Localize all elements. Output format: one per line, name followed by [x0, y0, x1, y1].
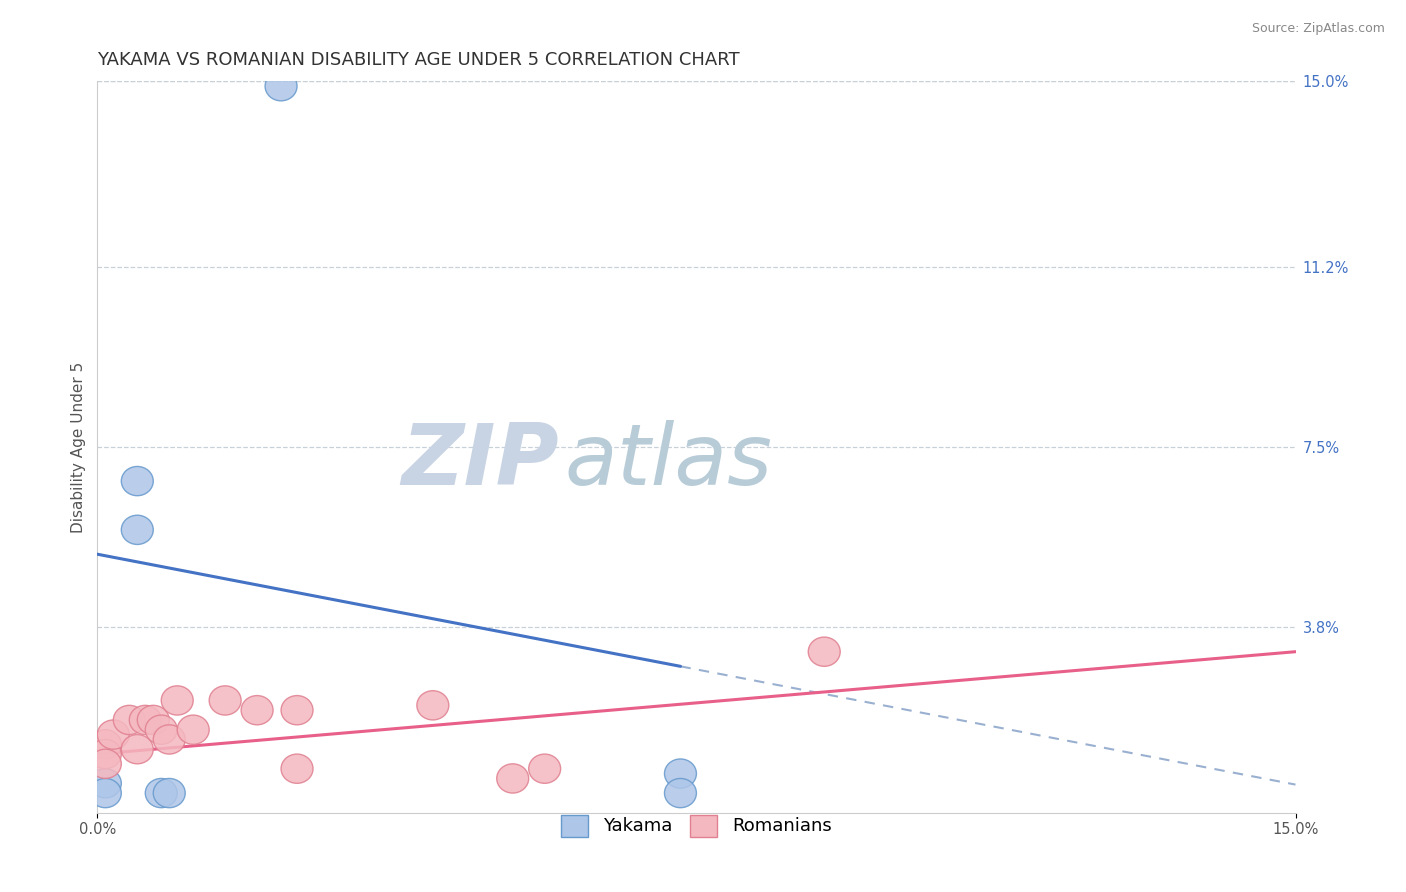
Ellipse shape: [496, 764, 529, 793]
Text: Source: ZipAtlas.com: Source: ZipAtlas.com: [1251, 22, 1385, 36]
Ellipse shape: [121, 516, 153, 544]
Ellipse shape: [281, 696, 314, 725]
Ellipse shape: [121, 467, 153, 496]
Ellipse shape: [145, 715, 177, 744]
Ellipse shape: [90, 739, 121, 769]
Ellipse shape: [808, 637, 841, 666]
Ellipse shape: [121, 735, 153, 764]
Ellipse shape: [145, 779, 177, 807]
Ellipse shape: [665, 759, 696, 789]
Ellipse shape: [266, 71, 297, 101]
Text: atlas: atlas: [565, 420, 773, 503]
Ellipse shape: [153, 725, 186, 754]
Ellipse shape: [153, 779, 186, 807]
Ellipse shape: [114, 706, 145, 735]
Ellipse shape: [138, 706, 169, 735]
Ellipse shape: [209, 686, 242, 715]
Ellipse shape: [90, 749, 121, 779]
Ellipse shape: [162, 686, 193, 715]
Ellipse shape: [90, 779, 121, 807]
Ellipse shape: [90, 730, 121, 759]
Ellipse shape: [97, 720, 129, 749]
Legend: Yakama, Romanians: Yakama, Romanians: [554, 807, 839, 844]
Ellipse shape: [665, 779, 696, 807]
Ellipse shape: [529, 754, 561, 783]
Ellipse shape: [242, 696, 273, 725]
Ellipse shape: [90, 769, 121, 798]
Ellipse shape: [416, 690, 449, 720]
Text: ZIP: ZIP: [401, 420, 558, 503]
Ellipse shape: [281, 754, 314, 783]
Text: YAKAMA VS ROMANIAN DISABILITY AGE UNDER 5 CORRELATION CHART: YAKAMA VS ROMANIAN DISABILITY AGE UNDER …: [97, 51, 740, 69]
Ellipse shape: [129, 706, 162, 735]
Y-axis label: Disability Age Under 5: Disability Age Under 5: [72, 361, 86, 533]
Ellipse shape: [177, 715, 209, 744]
